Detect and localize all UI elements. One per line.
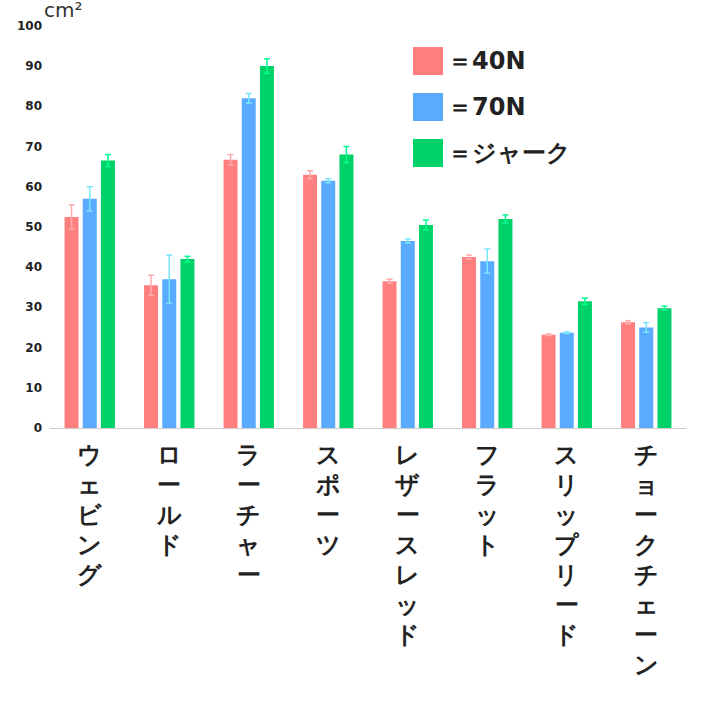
svg-text:ョ: ョ: [634, 471, 659, 499]
svg-text:ド: ド: [554, 621, 579, 649]
svg-text:リ: リ: [554, 561, 579, 589]
svg-text:30: 30: [25, 300, 42, 314]
svg-text:cm²: cm²: [44, 0, 83, 22]
svg-text:ザ: ザ: [395, 471, 420, 499]
svg-text:0: 0: [34, 421, 42, 435]
svg-text:ー: ー: [396, 501, 420, 529]
svg-text:ー: ー: [316, 501, 340, 529]
svg-text:レ: レ: [395, 561, 420, 589]
svg-text:ス: ス: [395, 531, 420, 559]
svg-text:ェ: ェ: [77, 471, 102, 499]
svg-text:ン: ン: [634, 651, 659, 679]
svg-text:グ: グ: [77, 561, 103, 589]
svg-text:70: 70: [25, 140, 42, 154]
svg-text:ー: ー: [634, 621, 658, 649]
svg-text:ク: ク: [634, 531, 659, 559]
svg-text:ー: ー: [237, 561, 261, 589]
svg-text:80: 80: [25, 99, 42, 113]
svg-text:ウ: ウ: [77, 441, 102, 469]
svg-text:レ: レ: [395, 441, 420, 469]
svg-text:リ: リ: [554, 471, 579, 499]
svg-text:ド: ド: [395, 621, 420, 649]
svg-text:ト: ト: [475, 531, 500, 559]
svg-text:ツ: ツ: [316, 531, 341, 559]
svg-text:ポ: ポ: [315, 471, 341, 499]
svg-text:ン: ン: [77, 531, 102, 559]
svg-text:ド: ド: [157, 531, 182, 559]
svg-text:チ: チ: [634, 441, 659, 469]
svg-text:ス: ス: [316, 441, 341, 469]
svg-text:＝ジャーク: ＝ジャーク: [448, 139, 571, 167]
svg-text:100: 100: [17, 19, 42, 33]
svg-text:ラ: ラ: [236, 441, 261, 469]
svg-text:ス: ス: [554, 441, 579, 469]
svg-text:＝70N: ＝70N: [448, 93, 525, 121]
svg-text:50: 50: [25, 220, 42, 234]
svg-text:フ: フ: [475, 441, 500, 469]
svg-text:20: 20: [25, 341, 42, 355]
svg-text:10: 10: [25, 381, 42, 395]
svg-text:＝40N: ＝40N: [448, 47, 525, 75]
svg-text:40: 40: [25, 260, 42, 274]
svg-text:ー: ー: [634, 501, 658, 529]
svg-text:ー: ー: [237, 471, 261, 499]
svg-text:ャ: ャ: [236, 531, 261, 559]
svg-text:60: 60: [25, 180, 42, 194]
svg-text:ッ: ッ: [395, 591, 420, 619]
svg-text:プ: プ: [554, 531, 580, 559]
svg-text:チ: チ: [634, 561, 659, 589]
svg-text:ル: ル: [156, 501, 182, 529]
svg-text:ロ: ロ: [157, 441, 182, 469]
svg-text:チ: チ: [236, 501, 261, 529]
svg-text:ッ: ッ: [554, 501, 579, 529]
svg-text:ー: ー: [157, 471, 181, 499]
svg-text:ッ: ッ: [475, 501, 500, 529]
svg-text:90: 90: [25, 59, 42, 73]
svg-text:ー: ー: [555, 591, 579, 619]
svg-text:ビ: ビ: [77, 501, 102, 529]
svg-text:ェ: ェ: [634, 591, 659, 619]
svg-text:ラ: ラ: [475, 471, 500, 499]
